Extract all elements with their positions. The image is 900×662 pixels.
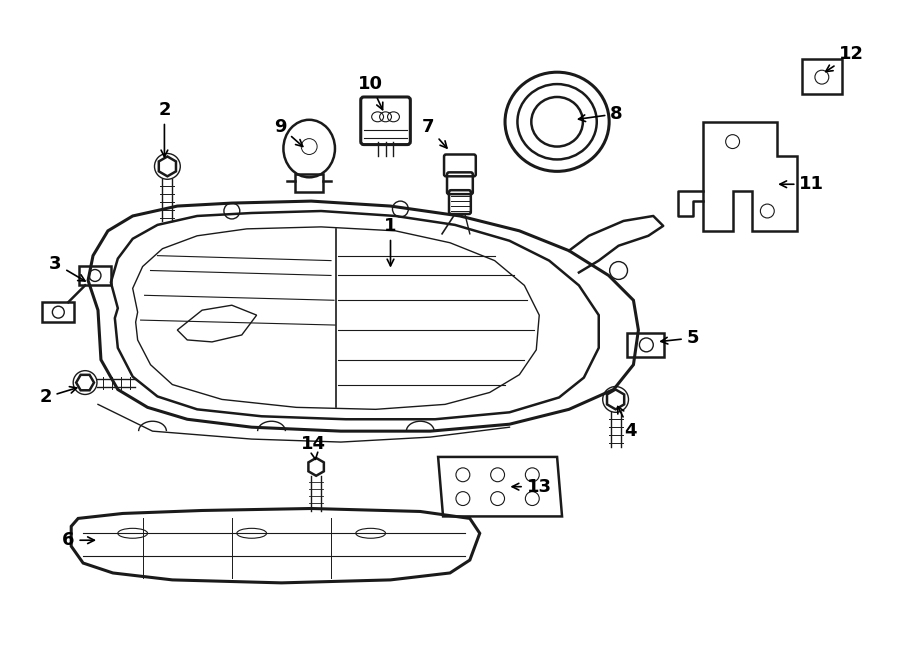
- Text: 5: 5: [661, 329, 699, 347]
- Text: 2: 2: [40, 387, 76, 406]
- Text: 6: 6: [62, 531, 94, 549]
- Text: 11: 11: [780, 175, 824, 193]
- Text: 12: 12: [825, 45, 864, 71]
- Text: 3: 3: [50, 255, 86, 281]
- Text: 2: 2: [158, 101, 171, 157]
- Text: 8: 8: [579, 105, 623, 123]
- Text: 7: 7: [422, 118, 447, 148]
- Text: 13: 13: [512, 478, 552, 496]
- Text: 10: 10: [358, 75, 383, 110]
- Text: 4: 4: [617, 406, 636, 440]
- Text: 1: 1: [384, 217, 397, 266]
- Text: 9: 9: [274, 118, 302, 146]
- Text: 14: 14: [301, 435, 326, 459]
